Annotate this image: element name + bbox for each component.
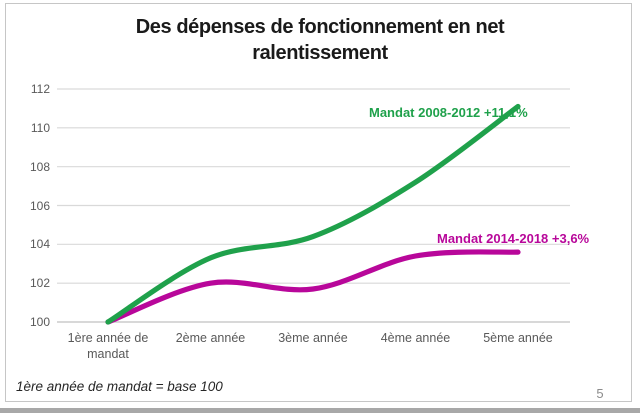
series-label-mandat-2008-2012: Mandat 2008-2012 +11,1% (369, 105, 528, 120)
series-line (105, 103, 521, 325)
series-label-mandat-2014-2018: Mandat 2014-2018 +3,6% (437, 231, 590, 246)
x-axis-label: 1ère année de mandat (67, 331, 149, 361)
series-line (105, 249, 521, 325)
x-axis-label: 3ème année (278, 331, 348, 345)
y-tick-label: 100 (29, 315, 50, 329)
x-axis-label: 5ème année (483, 331, 553, 345)
base-100-footnote: 1ère année de mandat = base 100 (16, 379, 223, 394)
x-axis-label: 4ème année (380, 331, 451, 345)
chart-title-line1: Des dépenses de fonctionnement en net (135, 16, 505, 38)
y-tick-label: 104 (29, 237, 50, 252)
slide-frame (5, 3, 632, 402)
y-tick-label: 108 (29, 159, 50, 174)
page-number: 5 (596, 386, 604, 401)
bottom-edge-strip (0, 408, 640, 413)
y-tick-label: 112 (30, 82, 50, 96)
x-axis-label: 2ème année (175, 331, 246, 345)
chart-title-line2: ralentissement (252, 42, 388, 64)
chart-title: Des dépenses de fonctionnement en net ra… (0, 14, 640, 66)
y-tick-label: 102 (29, 276, 50, 291)
y-tick-label: 106 (29, 198, 50, 213)
y-tick-label: 110 (30, 120, 50, 135)
